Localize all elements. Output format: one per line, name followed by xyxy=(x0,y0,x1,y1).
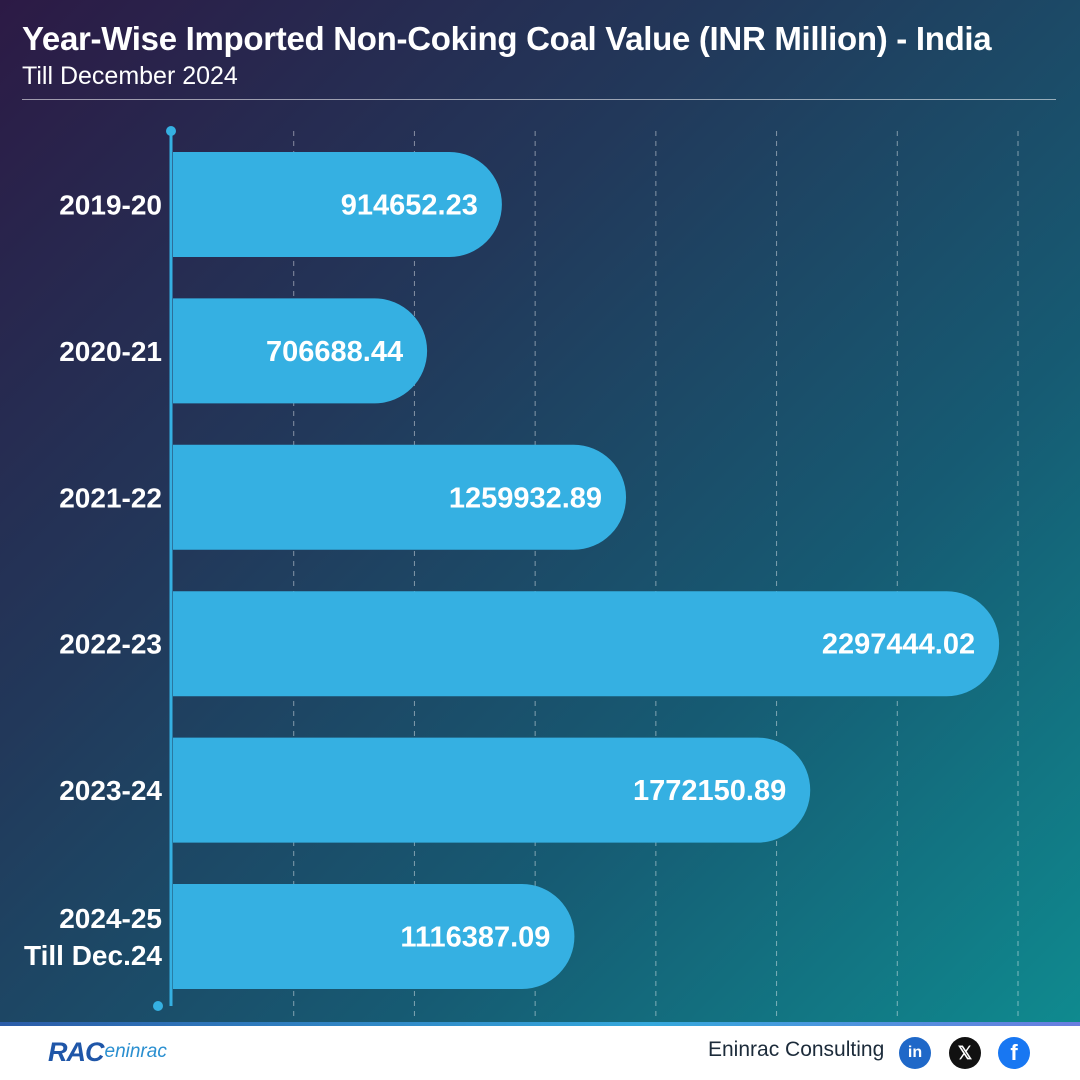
bar xyxy=(173,884,575,989)
bar xyxy=(173,152,502,257)
eninrac-logo: RAC eninrac xyxy=(48,1035,167,1069)
category-label: 2023-24 xyxy=(59,775,162,806)
bar xyxy=(173,591,1000,697)
bar-value-label: 1116387.09 xyxy=(400,922,550,954)
logo-mark: RAC xyxy=(48,1036,104,1067)
chart-title: Year-Wise Imported Non-Coking Coal Value… xyxy=(22,20,992,57)
footer: RAC eninrac Eninrac Consulting in 𝕏 f xyxy=(0,1022,1080,1080)
chart-subtitle: Till December 2024 xyxy=(22,62,238,90)
logo-wordmark: eninrac xyxy=(104,1041,167,1062)
x-icon[interactable]: 𝕏 xyxy=(949,1037,981,1069)
bar-value-label: 706688.44 xyxy=(266,336,403,368)
axis-dot-top xyxy=(166,126,176,136)
axis-dot-bottom xyxy=(153,1001,163,1011)
bar-value-label: 1772150.89 xyxy=(633,775,786,807)
category-label: 2020-21 xyxy=(59,336,162,367)
footer-accent-strip xyxy=(0,1022,1080,1026)
bar xyxy=(173,298,428,404)
category-label: 2024-25 xyxy=(59,903,162,934)
bar xyxy=(173,737,811,843)
category-label: 2021-22 xyxy=(59,482,162,513)
bar xyxy=(173,444,627,550)
bar-value-label: 2297444.02 xyxy=(822,629,975,661)
bar-value-label: 1259932.89 xyxy=(449,482,602,514)
category-label: 2022-23 xyxy=(59,629,162,660)
category-label: Till Dec.24 xyxy=(24,940,162,971)
brand-name: Eninrac Consulting xyxy=(708,1038,885,1061)
chart-canvas: Year-Wise Imported Non-Coking Coal Value… xyxy=(0,0,1080,1022)
title-divider xyxy=(22,99,1056,100)
category-label: 2019-20 xyxy=(59,190,162,221)
bar-value-label: 914652.23 xyxy=(341,190,478,222)
linkedin-icon[interactable]: in xyxy=(899,1037,931,1069)
bar-chart: 914652.23 2019-20 706688.44 2020-21 1259932.… xyxy=(24,126,1000,1011)
facebook-icon[interactable]: f xyxy=(998,1037,1030,1069)
